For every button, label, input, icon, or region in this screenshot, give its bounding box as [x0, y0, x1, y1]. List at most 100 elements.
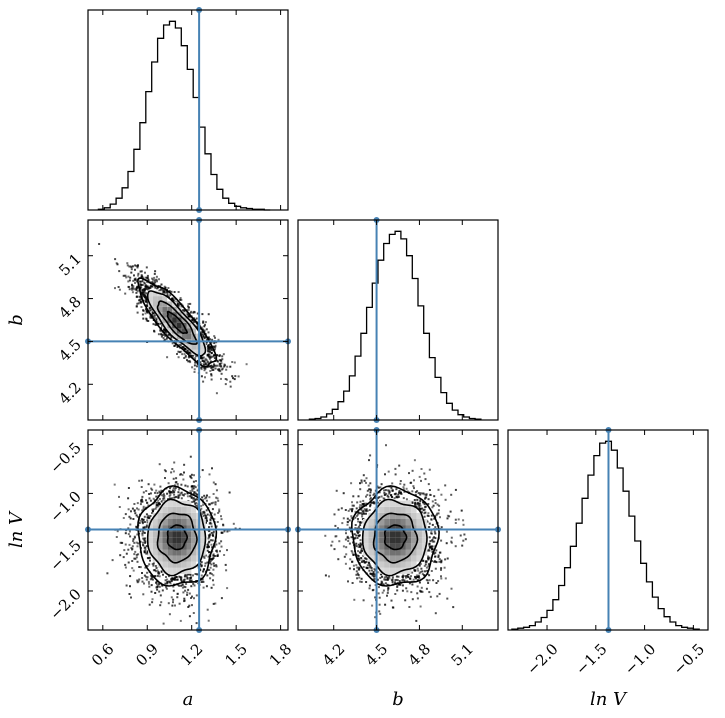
scatter-point: [396, 576, 398, 578]
scatter-point: [125, 567, 127, 569]
scatter-point: [371, 569, 373, 571]
scatter-point: [212, 532, 214, 534]
scatter-point: [226, 587, 228, 589]
scatter-point: [229, 492, 231, 494]
scatter-point: [410, 575, 412, 577]
scatter-point: [163, 623, 165, 625]
scatter-point: [398, 465, 400, 467]
scatter-point: [145, 301, 147, 303]
scatter-point: [191, 604, 193, 606]
scatter-point: [349, 543, 351, 545]
scatter-point: [439, 558, 441, 560]
scatter-point: [175, 482, 177, 484]
scatter-point: [399, 584, 401, 586]
scatter-point: [373, 578, 375, 580]
scatter-point: [181, 353, 183, 355]
scatter-point: [462, 540, 464, 542]
scatter-point: [154, 273, 156, 275]
scatter-point: [439, 593, 441, 595]
scatter-point: [207, 514, 209, 516]
density-cell: [191, 513, 196, 519]
scatter-point: [203, 325, 205, 327]
scatter-point: [428, 591, 430, 593]
density-cell: [390, 507, 395, 513]
density-cell: [384, 550, 389, 556]
scatter-point: [201, 375, 203, 377]
scatter-point: [184, 493, 186, 495]
scatter-point: [172, 599, 174, 601]
y-tick-label: 4.8: [55, 293, 85, 323]
scatter-point: [132, 518, 134, 520]
scatter-point: [434, 526, 436, 528]
density-cell: [172, 519, 177, 525]
scatter-point: [196, 318, 198, 320]
y-tick-label: −1.5: [46, 536, 84, 574]
scatter-point: [214, 555, 216, 557]
scatter-point: [124, 275, 126, 277]
scatter-point: [221, 355, 223, 357]
scatter-point: [142, 534, 144, 536]
y-tick-label: −0.5: [46, 439, 84, 477]
scatter-point: [127, 276, 129, 278]
scatter-point: [418, 505, 420, 507]
scatter-point: [446, 598, 448, 600]
scatter-point: [216, 365, 218, 367]
scatter-point: [381, 576, 383, 578]
scatter-point: [177, 491, 179, 493]
scatter-point: [135, 288, 137, 290]
scatter-point: [399, 483, 401, 485]
scatter-point: [463, 534, 465, 536]
scatter-point: [209, 356, 211, 358]
density-cell: [379, 507, 384, 513]
scatter-point: [440, 561, 442, 563]
scatter-point: [185, 583, 187, 585]
scatter-point: [141, 486, 143, 488]
scatter-point: [439, 516, 441, 518]
scatter-point: [137, 265, 139, 267]
scatter-point: [202, 322, 204, 324]
scatter-point: [360, 522, 362, 524]
scatter-point: [146, 502, 148, 504]
scatter-point: [384, 473, 386, 475]
scatter-point: [215, 501, 217, 503]
scatter-point: [357, 532, 359, 534]
scatter-point: [410, 482, 412, 484]
scatter-point: [213, 565, 215, 567]
scatter-point: [365, 558, 367, 560]
scatter-point: [140, 281, 142, 283]
scatter-point: [226, 366, 228, 368]
scatter-point: [159, 498, 161, 500]
scatter-point: [214, 514, 216, 516]
scatter-point: [383, 489, 385, 491]
scatter-point: [365, 482, 367, 484]
scatter-point: [144, 537, 146, 539]
density-cell: [177, 550, 182, 556]
scatter-point: [434, 499, 436, 501]
scatter-point: [385, 489, 387, 491]
scatter-point: [431, 570, 433, 572]
scatter-point: [372, 589, 374, 591]
scatter-point: [173, 487, 175, 489]
scatter-point: [201, 561, 203, 563]
scatter-point: [114, 287, 116, 289]
scatter-point: [368, 459, 370, 461]
scatter-point: [158, 333, 160, 335]
scatter-point: [156, 567, 158, 569]
scatter-point: [195, 486, 197, 488]
density-cell: [395, 531, 400, 537]
scatter-point: [215, 503, 217, 505]
scatter-point: [158, 491, 160, 493]
scatter-point: [434, 537, 436, 539]
scatter-point: [216, 489, 218, 491]
scatter-point: [206, 360, 208, 362]
scatter-point: [406, 488, 408, 490]
scatter-point: [422, 560, 424, 562]
density-cell: [406, 507, 411, 513]
scatter-point: [225, 569, 227, 571]
density-cell: [167, 568, 172, 574]
scatter-point: [413, 579, 415, 581]
scatter-point: [154, 492, 156, 494]
scatter-point: [196, 365, 198, 367]
scatter-point: [180, 578, 182, 580]
scatter-point: [133, 538, 135, 540]
